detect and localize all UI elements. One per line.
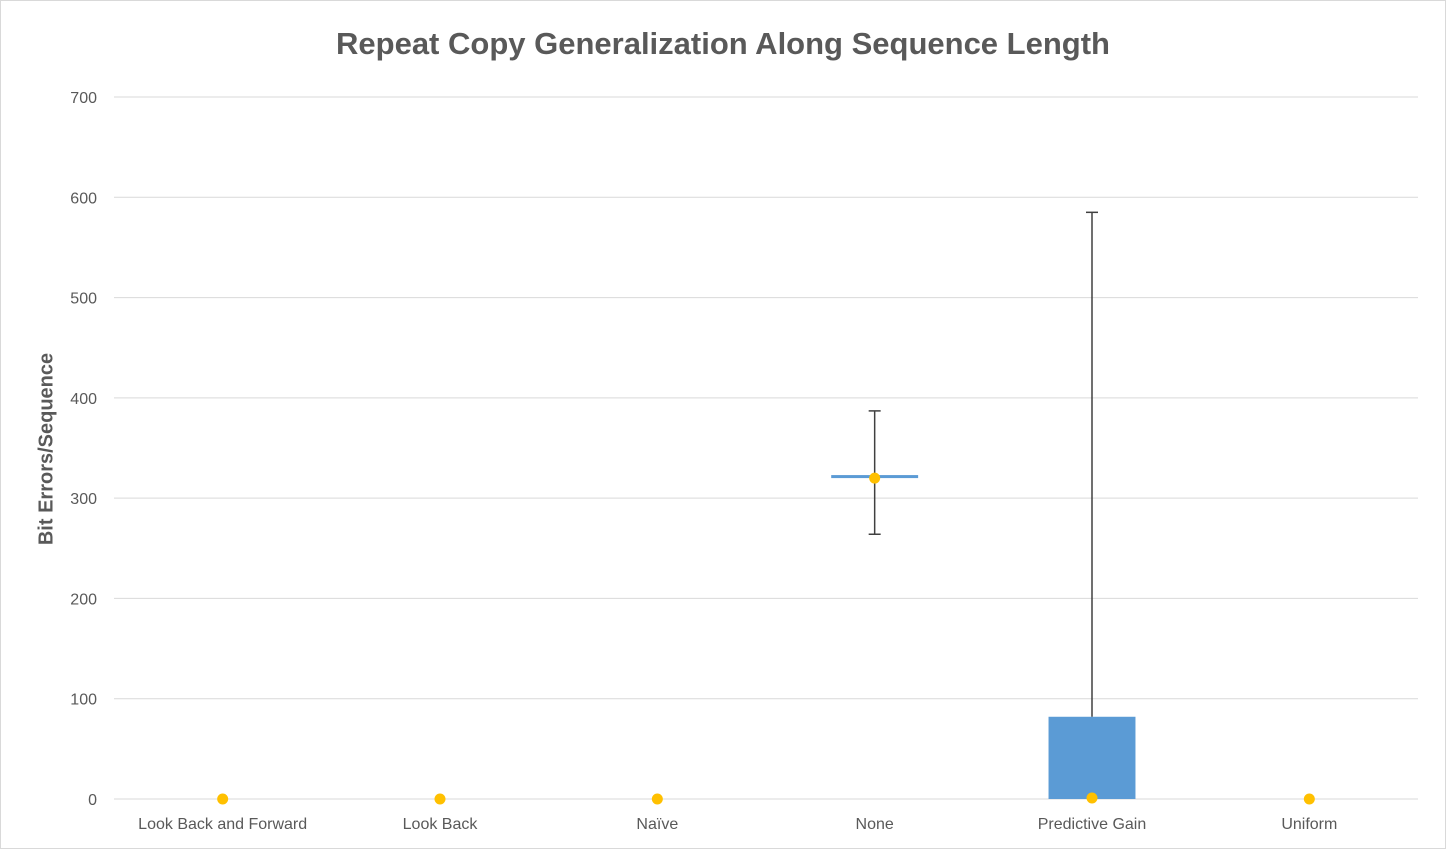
x-tick-label: Look Back — [403, 816, 479, 833]
data-point-marker — [869, 472, 881, 484]
x-tick-label: None — [856, 816, 894, 833]
data-point-marker — [217, 793, 229, 805]
y-tick-label: 200 — [70, 591, 97, 608]
y-tick-label: 700 — [70, 90, 97, 107]
data-point-marker — [651, 793, 663, 805]
y-tick-label: 400 — [70, 391, 97, 408]
bar — [1048, 716, 1136, 799]
y-tick-label: 0 — [88, 792, 97, 809]
chart-title: Repeat Copy Generalization Along Sequenc… — [336, 26, 1110, 61]
x-tick-label: Look Back and Forward — [138, 816, 307, 833]
data-point-marker — [1303, 793, 1315, 805]
data-point-marker — [1086, 792, 1098, 804]
x-tick-label: Uniform — [1281, 816, 1337, 833]
data-point-marker — [434, 793, 446, 805]
y-tick-label: 600 — [70, 190, 97, 207]
x-tick-label: Naïve — [636, 816, 678, 833]
y-tick-label: 500 — [70, 291, 97, 308]
y-tick-label: 100 — [70, 692, 97, 709]
y-tick-label: 300 — [70, 491, 97, 508]
x-tick-label: Predictive Gain — [1038, 816, 1147, 833]
